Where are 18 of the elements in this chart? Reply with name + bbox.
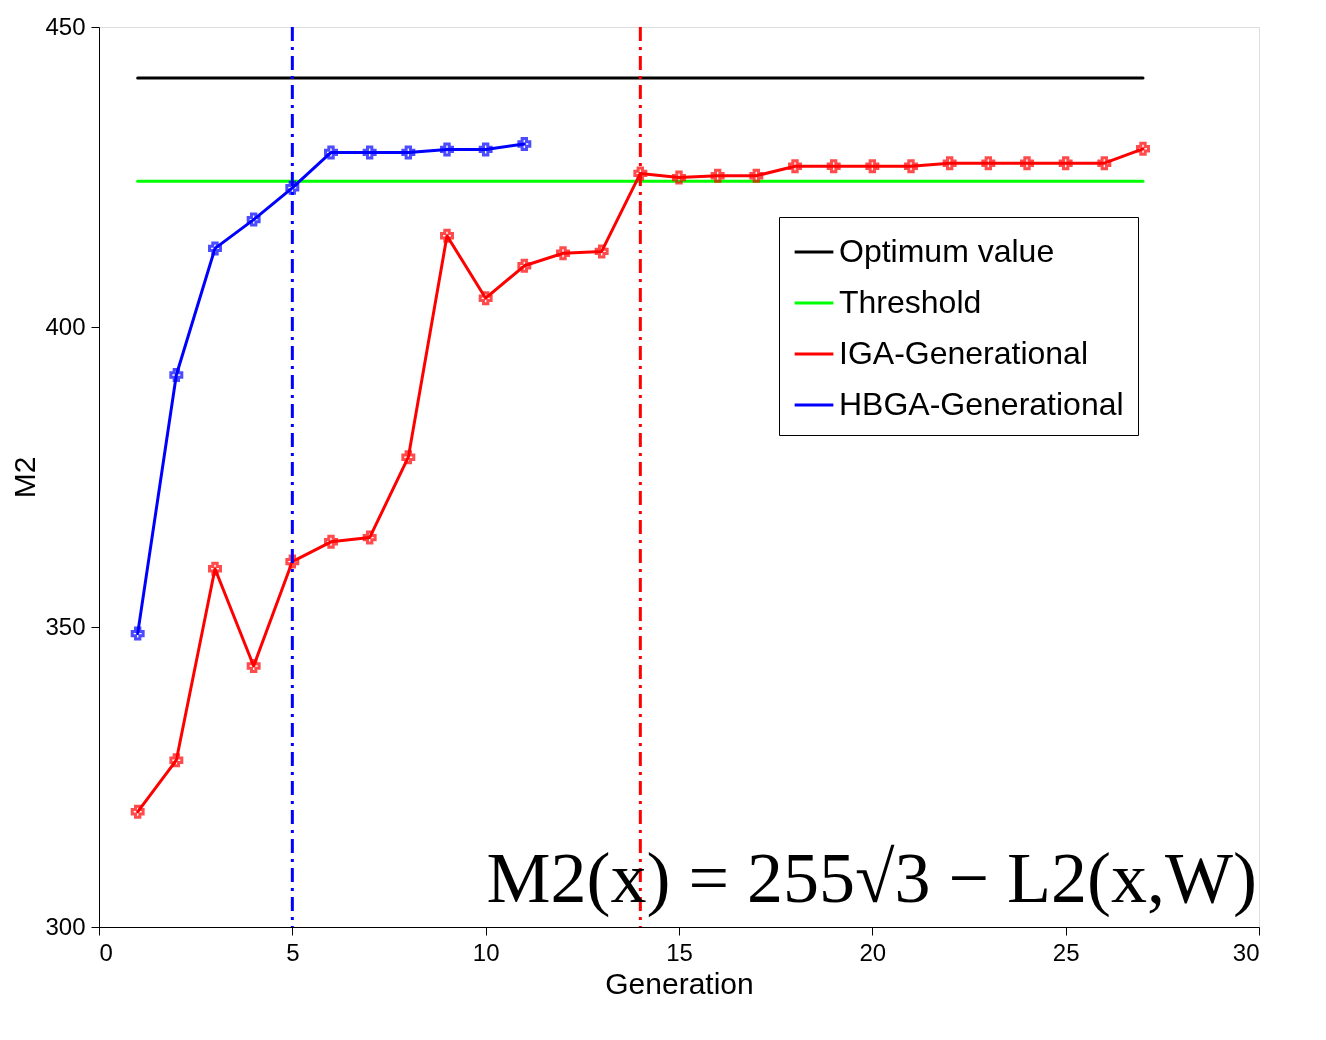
y-tick-label: 350	[45, 612, 86, 640]
x-tick-label: 10	[472, 938, 500, 966]
y-tick-label: 450	[45, 12, 86, 40]
legend-label: IGA-Generational	[839, 335, 1089, 371]
x-tick-label: 25	[1052, 938, 1080, 966]
legend-label: Optimum value	[839, 233, 1055, 269]
legend-label: HBGA-Generational	[839, 386, 1124, 422]
annotation: M2(x) = 255√3 − L2(x,W)	[486, 838, 1257, 918]
y-tick-label: 400	[45, 312, 86, 340]
x-tick-label: 0	[99, 938, 113, 966]
x-tick-label: 20	[859, 938, 887, 966]
x-axis-title: Generation	[605, 966, 754, 1000]
x-tick-label: 15	[666, 938, 693, 966]
x-tick-label: 30	[1232, 938, 1260, 966]
legend-label: Threshold	[839, 284, 982, 320]
x-tick-label: 5	[286, 938, 300, 966]
y-axis-title: M2	[8, 456, 42, 499]
y-tick-label: 300	[45, 912, 86, 940]
